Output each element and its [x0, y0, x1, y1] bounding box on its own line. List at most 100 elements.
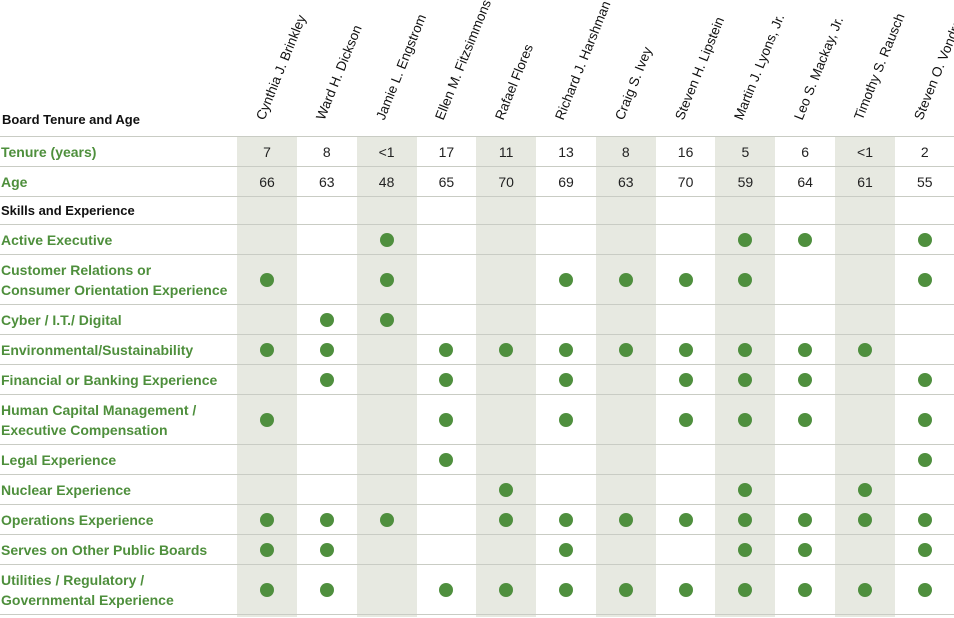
skill-dot [618, 273, 633, 287]
tenure-value: 11 [498, 143, 514, 160]
skill-dot [439, 373, 454, 387]
skill-dot [798, 513, 813, 527]
skill-dot [738, 373, 753, 387]
director-name-text: Rafael Flores [492, 41, 537, 122]
age-value: 55 [917, 173, 933, 190]
column-band [476, 137, 537, 617]
director-name-text: Craig S. Ivey [611, 44, 655, 122]
director-name: Craig S. Ivey [596, 22, 656, 122]
column-band [835, 137, 895, 617]
header-title: Board Tenure and Age [2, 112, 140, 127]
row-divider [0, 364, 954, 365]
skill-label: Serves on Other Public Boards [1, 540, 207, 560]
skill-dot [917, 413, 932, 427]
skill-dot [678, 513, 693, 527]
director-name: Cynthia J. Brinkley [237, 13, 309, 122]
skill-label-line: Legal Experience [1, 452, 117, 468]
skill-row: Customer Relations or Consumer Orientatio… [0, 255, 954, 305]
tenure-value: 6 [801, 143, 810, 160]
skill-row: Nuclear Experience [0, 475, 954, 505]
skill-dot [499, 343, 514, 357]
director-name: Martin J. Lyons, Jr. [715, 12, 787, 122]
age-value: 66 [259, 173, 275, 190]
skill-dot [558, 343, 573, 357]
skill-dot [319, 543, 334, 557]
skill-dot [558, 543, 573, 557]
skill-dot [678, 583, 693, 597]
tenure-value: 8 [322, 143, 331, 160]
column-band [237, 137, 297, 617]
skill-dot [379, 513, 394, 527]
skill-dot [798, 583, 813, 597]
skill-label-line: Nuclear Experience [1, 482, 131, 498]
age-value: 48 [378, 173, 395, 190]
skill-row: Cyber / I.T./ Digital [0, 305, 954, 335]
skill-dot [558, 413, 573, 427]
age-value: 64 [797, 173, 813, 190]
skill-dot [798, 233, 813, 247]
row-divider [0, 444, 954, 445]
skill-dot [738, 343, 753, 357]
skill-dot [558, 513, 573, 527]
age-value: 70 [498, 173, 514, 190]
skill-dot [259, 343, 274, 357]
skill-dot [558, 273, 573, 287]
skill-label: Environmental/Sustainability [1, 340, 193, 360]
age-label: Age [1, 174, 28, 190]
skill-row: Operations Experience [0, 505, 954, 535]
skill-dot [439, 343, 454, 357]
tenure-value: <1 [378, 143, 395, 160]
skill-dot [678, 413, 693, 427]
tenure-value: 13 [558, 143, 574, 160]
skill-dot [618, 343, 633, 357]
row-divider [0, 304, 954, 305]
skill-label: Active Executive [1, 230, 112, 250]
skill-dot [319, 583, 334, 597]
skill-dot [738, 233, 753, 247]
age-value: 59 [737, 173, 754, 190]
director-name: Rafael Flores [476, 22, 536, 122]
skill-dot [917, 543, 932, 557]
column-band [356, 137, 417, 617]
age-value: 65 [438, 173, 455, 190]
skill-dot [917, 273, 932, 287]
skill-label-line: Utilities / Regulatory / [1, 572, 145, 588]
age-value: 69 [558, 173, 574, 190]
skill-dot [678, 343, 693, 357]
skill-label-line: Cyber / I.T./ Digital [1, 312, 122, 328]
row-divider [0, 224, 954, 225]
director-name: Steven O. Vondran [895, 11, 954, 122]
skill-dot [917, 513, 932, 527]
director-name: Jamie L. Engstrom [357, 12, 429, 122]
skill-dot [499, 513, 514, 527]
row-divider [0, 504, 954, 505]
skill-dot [738, 583, 753, 597]
skill-label: Human Capital Management / Executive Comp… [1, 400, 196, 440]
age-value: 63 [618, 173, 634, 190]
skill-dot [259, 583, 274, 597]
skill-dot [319, 373, 334, 387]
row-divider [0, 254, 954, 255]
skill-dot [379, 273, 394, 287]
skill-dot [798, 373, 813, 387]
skill-label: Legal Experience [1, 450, 116, 470]
skill-dot [499, 483, 514, 497]
skill-dot [738, 513, 753, 527]
row-divider [0, 394, 954, 395]
skill-dot [857, 483, 872, 497]
director-name: Leo S. Mackay, Jr. [775, 14, 846, 122]
row-divider [0, 166, 954, 167]
skill-dot [259, 513, 274, 527]
skill-row: Serves on Other Public Boards [0, 535, 954, 565]
skill-label-line: Customer Relations or [1, 262, 152, 278]
top-rule [0, 136, 954, 137]
tenure-value: 16 [677, 143, 694, 160]
skill-dot [798, 413, 813, 427]
skill-dot [857, 513, 872, 527]
skill-label-line: Financial or Banking Experience [1, 372, 218, 388]
skill-dot [857, 343, 872, 357]
tenure-label: Tenure (years) [1, 144, 97, 160]
skill-dot [917, 453, 932, 467]
skill-label: Operations Experience [1, 510, 154, 530]
